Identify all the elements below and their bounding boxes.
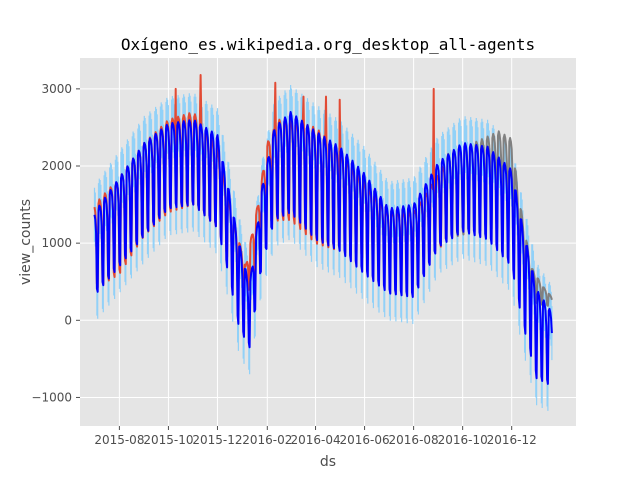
x-tick-label: 2016-06	[340, 433, 390, 447]
x-tick-label: 2015-08	[94, 433, 144, 447]
chart-title: Oxígeno_es.wikipedia.org_desktop_all-age…	[121, 35, 535, 54]
y-tick-label: 1000	[41, 236, 72, 250]
y-axis-label: view_counts	[18, 199, 34, 285]
y-tick-label: 3000	[41, 82, 72, 96]
x-tick-label: 2015-10	[143, 433, 193, 447]
x-tick-label: 2016-10	[438, 433, 488, 447]
forecast-line	[93, 111, 553, 385]
y-tick-label: 2000	[41, 159, 72, 173]
y-tick-label: −1000	[31, 390, 72, 404]
y-tick-label: 0	[64, 313, 72, 327]
x-tick-label: 2016-12	[487, 433, 537, 447]
x-tick-label: 2016-04	[290, 433, 340, 447]
x-tick-label: 2015-12	[192, 433, 242, 447]
forecast-series	[93, 111, 553, 385]
x-tick-label: 2016-02	[242, 433, 292, 447]
x-axis-label: ds	[320, 454, 336, 470]
x-tick-label: 2016-08	[389, 433, 439, 447]
y-axis-ticks: −1000 0 1000 2000 3000	[31, 82, 80, 404]
